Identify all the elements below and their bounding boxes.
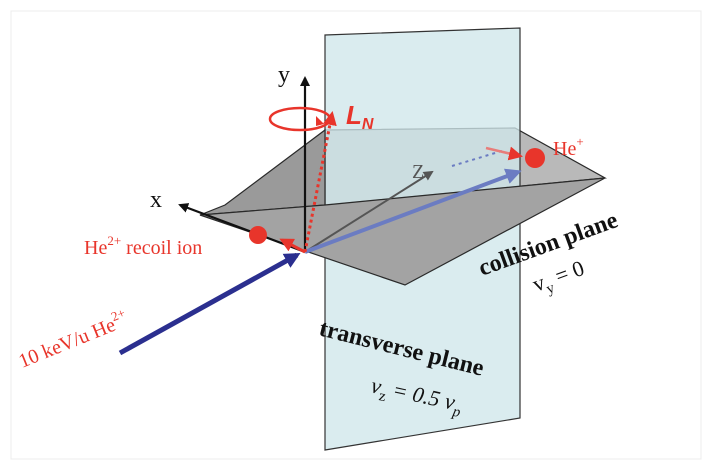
outgoing-projectile-arrow — [304, 168, 522, 254]
angular-momentum-letter: L — [346, 100, 362, 130]
scattered-ion-label: He+ — [553, 134, 584, 160]
x-axis-label: x — [150, 187, 162, 213]
projectile-label: 10 keV/u He2+ — [14, 305, 131, 373]
recoil-ion-charge: 2+ — [107, 233, 121, 248]
z-axis-label: Z — [412, 161, 424, 183]
scattered-ion-dot — [525, 148, 545, 168]
z-axis — [304, 170, 434, 253]
recoil-ion-label: He2+ recoil ion — [84, 233, 202, 259]
rotation-arrowhead — [316, 116, 324, 126]
recoil-ion-base: He — [84, 237, 107, 259]
angular-momentum-label: LN — [346, 100, 374, 133]
scattered-ion-base: He — [553, 138, 576, 160]
vp-subscript: p — [450, 404, 462, 422]
incoming-projectile-arrow — [118, 252, 301, 356]
angular-momentum-subscript: N — [362, 116, 374, 133]
recoil-ion-suffix: recoil ion — [121, 237, 202, 259]
scattered-ion-charge: + — [576, 134, 583, 149]
collision-plane-front — [199, 177, 606, 286]
collision-plane-velocity: vy = 0 — [529, 255, 589, 301]
projectile-charge: 2+ — [109, 305, 127, 324]
y-axis-label: y — [278, 62, 290, 88]
frame-border — [10, 10, 702, 460]
rotation-ellipse — [268, 106, 332, 132]
scattered-path-dotted — [451, 149, 506, 167]
scattered-ion-arrow — [485, 146, 523, 161]
vz-subscript: z — [377, 388, 387, 405]
vy-equation: = 0 — [547, 255, 588, 290]
projectile-prefix: 10 keV/u He — [16, 314, 119, 373]
recoil-ion-arrow — [279, 238, 306, 254]
recoil-ion-dot — [249, 226, 267, 244]
collision-plane-front-left — [199, 128, 326, 216]
